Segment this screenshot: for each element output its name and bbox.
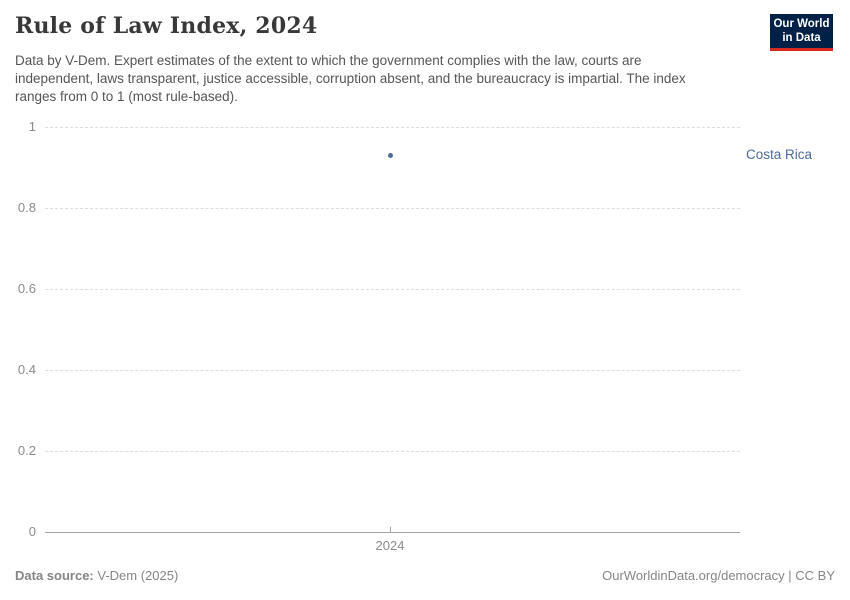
chart-title: Rule of Law Index, 2024 (15, 13, 318, 39)
gridline (45, 127, 740, 128)
entity-label-costa-rica[interactable]: Costa Rica (746, 147, 813, 163)
data-source-note: Data source: V-Dem (2025) (15, 568, 178, 583)
gridline (45, 451, 740, 452)
x-axis-tick-label: 2024 (375, 538, 405, 553)
owid-logo-line1: Our World (773, 18, 830, 30)
x-axis-tick-mark (390, 527, 391, 532)
y-axis-tick-label: 0.6 (17, 281, 36, 296)
gridline (45, 208, 740, 209)
x-axis-line (45, 532, 740, 533)
owid-logo[interactable]: Our World in Data (770, 14, 833, 51)
license-credit-link[interactable]: OurWorldinData.org/democracy | CC BY (602, 568, 835, 583)
y-axis-tick-label: 1 (28, 119, 36, 134)
y-axis-tick-label: 0.4 (17, 362, 36, 377)
data-source-label: Data source: (15, 568, 94, 583)
chart-footer: Data source: V-Dem (2025) OurWorldinData… (15, 568, 835, 588)
data-point-costa-rica[interactable] (387, 152, 393, 158)
data-source-value: V-Dem (2025) (97, 568, 179, 583)
gridline (45, 370, 740, 371)
y-axis-tick-label: 0 (28, 524, 36, 539)
y-axis-tick-label: 0.8 (17, 200, 36, 215)
y-axis-tick-label: 0.2 (17, 443, 36, 458)
owid-logo-line2: in Data (782, 31, 821, 44)
chart-subtitle: Data by V-Dem. Expert estimates of the e… (15, 53, 686, 104)
gridline (45, 289, 740, 290)
